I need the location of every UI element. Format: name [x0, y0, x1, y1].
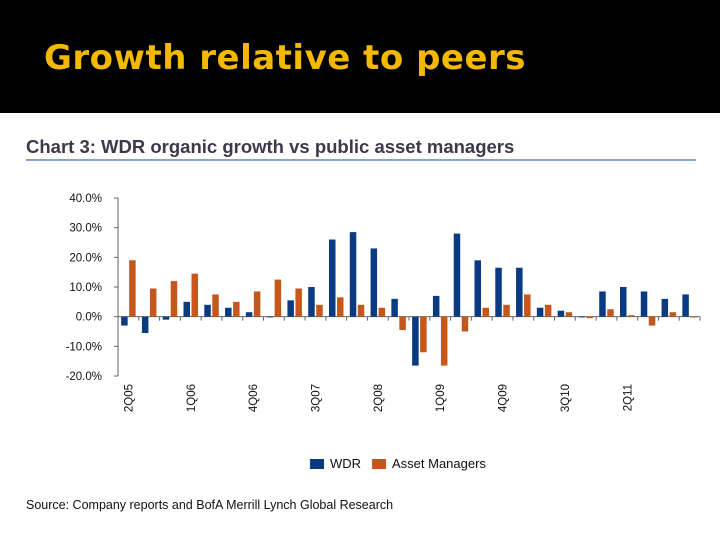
wdr-bar-4q05 [162, 316, 170, 320]
asset-managers-bar-4q07 [337, 297, 344, 317]
asset-managers-bar-1q09 [440, 316, 448, 366]
asset-managers-bar-2q11 [628, 315, 635, 317]
source-note: Source: Company reports and BofA Merrill… [26, 498, 394, 512]
x-tick-label: 3Q10 [560, 384, 572, 412]
wdr-bar-1q07 [266, 316, 274, 318]
asset-managers-bar-2q06 [212, 294, 219, 317]
chart-panel: Chart 3: WDR organic growth vs public as… [0, 113, 720, 540]
asset-managers-bar-2q08 [378, 307, 386, 317]
x-tick-label: 2Q11 [622, 384, 634, 411]
chart-title: Chart 3: WDR organic growth vs public as… [26, 136, 515, 157]
y-tick-label: 30.0% [69, 223, 102, 235]
y-tick-label: 0.0% [76, 312, 102, 324]
asset-managers-bar-1q07 [274, 279, 282, 317]
wdr-bar-3q11 [640, 291, 648, 317]
x-tick-label: 1Q09 [435, 384, 447, 412]
wdr-bar-2q09 [453, 233, 461, 317]
asset-managers-bar-1q12 [690, 316, 697, 318]
asset-managers-bar-4q10 [586, 316, 593, 319]
wdr-bar-3q10 [557, 310, 565, 317]
wdr-bar-3q09 [474, 260, 481, 317]
bar-chart: 40.0% 30.0% 20.0% 10.0% 0.0% -10.0% -20.0% 2Q05… [66, 193, 701, 471]
y-tick-label: 40.0% [69, 193, 102, 205]
asset-managers-bar-1q08 [357, 304, 365, 317]
y-tick-label: 10.0% [69, 282, 102, 294]
asset-managers-bar-4q06 [253, 291, 261, 317]
wdr-bar-3q06 [225, 307, 232, 317]
asset-managers-bar-3q08 [399, 316, 406, 331]
wdr-bar-1q08 [349, 232, 357, 317]
x-tick-label: 2Q08 [373, 384, 385, 412]
asset-managers-bar-3q05 [149, 288, 157, 317]
wdr-legend-swatch [310, 459, 324, 469]
asset-managers-legend-label: Asset Managers [392, 456, 486, 471]
wdr-legend-label: WDR [330, 456, 361, 471]
wdr-bar-4q10 [578, 316, 585, 318]
wdr-bar-2q08 [370, 248, 378, 317]
asset-managers-bar-1q11 [607, 309, 614, 317]
x-tick-label: 4Q06 [248, 384, 260, 412]
asset-managers-bar-4q09 [503, 304, 510, 317]
wdr-bar-2q05 [121, 316, 128, 326]
x-tick-label: 1Q06 [186, 384, 198, 412]
wdr-bar-3q08 [391, 298, 398, 317]
asset-managers-bar-3q10 [565, 312, 573, 317]
x-tick-label: 2Q05 [123, 384, 135, 412]
asset-managers-bar-2q07 [295, 288, 302, 317]
wdr-bar-1q11 [599, 291, 606, 317]
wdr-bar-3q07 [308, 287, 315, 317]
asset-managers-bar-2q05 [129, 260, 136, 317]
x-tick-label: 3Q07 [310, 384, 322, 412]
asset-managers-bar-4q05 [170, 281, 178, 317]
asset-managers-bar-3q11 [648, 316, 656, 326]
asset-managers-bar-2q09 [461, 316, 469, 332]
wdr-bar-2q06 [204, 304, 211, 317]
y-tick-label: -20.0% [66, 371, 102, 383]
wdr-bar-4q07 [329, 239, 336, 317]
wdr-bar-1q06 [183, 301, 190, 317]
asset-managers-bar-1q10 [524, 294, 531, 317]
x-tick-label: 4Q09 [498, 384, 510, 412]
wdr-bar-4q06 [245, 312, 253, 317]
wdr-bar-4q11 [661, 298, 669, 317]
asset-managers-bar-2q10 [544, 304, 552, 317]
y-tick-label: -10.0% [66, 341, 102, 353]
asset-managers-bar-3q07 [316, 304, 323, 317]
wdr-bar-2q10 [536, 307, 544, 317]
y-tick-label: 20.0% [69, 252, 102, 264]
title-rule [26, 159, 696, 161]
asset-managers-legend-swatch [372, 459, 386, 469]
slide-title: Growth relative to peers [44, 38, 527, 78]
asset-managers-bar-1q06 [191, 273, 198, 317]
wdr-bar-1q09 [432, 295, 440, 317]
wdr-bar-4q09 [495, 267, 502, 317]
asset-managers-bar-4q11 [669, 312, 677, 317]
asset-managers-bar-4q08 [420, 316, 427, 353]
wdr-bar-2q07 [287, 300, 294, 317]
asset-managers-bar-3q09 [482, 307, 489, 317]
wdr-bar-3q05 [141, 316, 149, 333]
wdr-bar-1q12 [682, 294, 689, 317]
wdr-bar-1q10 [516, 267, 523, 317]
wdr-bar-4q08 [412, 316, 419, 366]
wdr-bar-2q11 [620, 287, 627, 317]
asset-managers-bar-3q06 [233, 301, 240, 317]
